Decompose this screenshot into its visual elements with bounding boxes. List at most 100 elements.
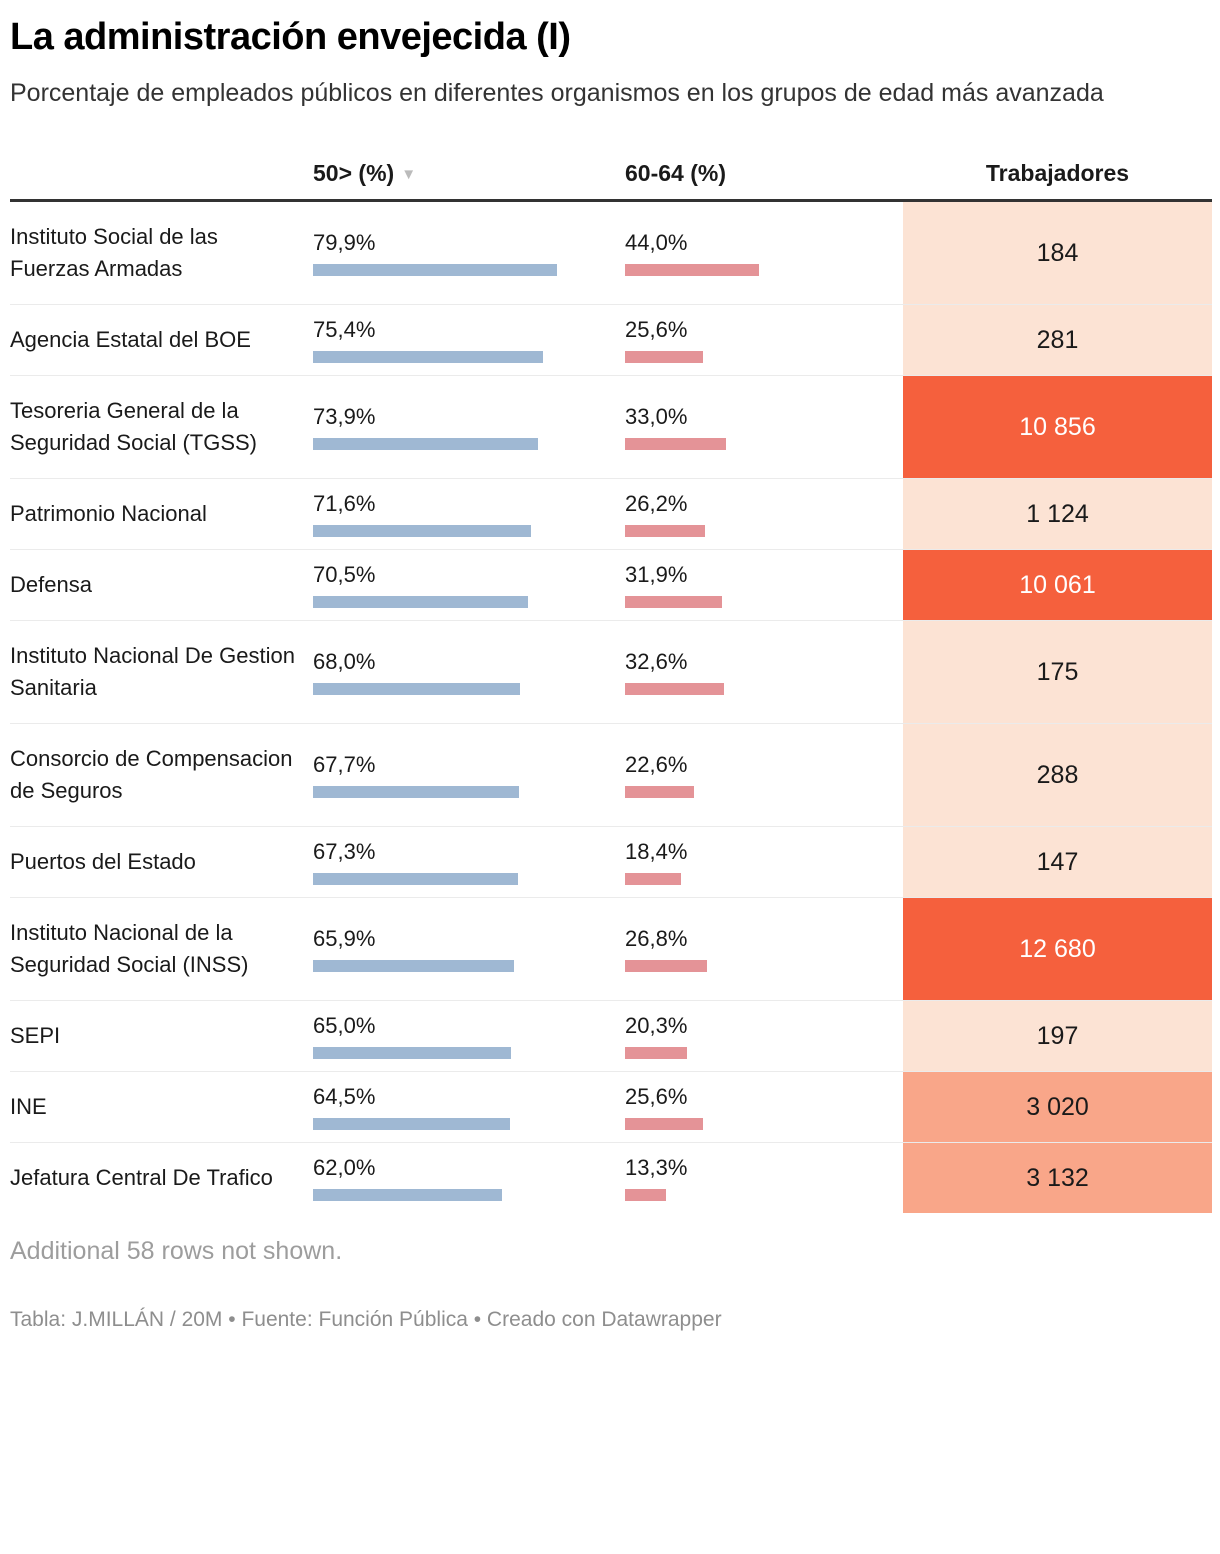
pct50-bar <box>313 438 538 450</box>
pct6064-bar-cell: 26,8% <box>625 914 903 984</box>
pct50-bar <box>313 1118 510 1130</box>
pct6064-bar-cell: 25,6% <box>625 305 903 375</box>
pct50-bar <box>313 351 543 363</box>
pct6064-value-label: 33,0% <box>625 404 688 429</box>
pct6064-value-label: 26,8% <box>625 926 688 951</box>
pct6064-value-label: 22,6% <box>625 752 688 777</box>
header-pct6064-sort[interactable]: 60-64 (%) <box>625 160 903 199</box>
pct50-bar-cell: 71,6% <box>313 479 625 549</box>
workers-heatmap-cell: 3 132 <box>903 1143 1212 1213</box>
pct6064-bar-cell: 33,0% <box>625 392 903 462</box>
pct6064-bar-cell: 31,9% <box>625 550 903 620</box>
page-title: La administración envejecida (I) <box>10 16 571 58</box>
table-body: Instituto Social de las Fuerzas Armadas 7… <box>10 202 1212 1213</box>
sort-desc-icon: ▼ <box>401 166 417 183</box>
pct50-bar-cell: 64,5% <box>313 1072 625 1142</box>
org-name: SEPI <box>10 1023 61 1048</box>
org-name: Consorcio de Compensacion de Seguros <box>10 746 293 803</box>
pct50-bar <box>313 873 518 885</box>
pct50-value-label: 75,4% <box>313 317 376 342</box>
pct50-value-label: 67,3% <box>313 839 376 864</box>
workers-heatmap-cell: 184 <box>903 202 1212 304</box>
pct50-bar-cell: 75,4% <box>313 305 625 375</box>
header-pct6064-label: 60-64 (%) <box>625 160 726 186</box>
pct6064-bar <box>625 960 707 972</box>
table-header-row: 50> (%) ▼ 60-64 (%) Trabajadores <box>10 160 1212 202</box>
data-table: 50> (%) ▼ 60-64 (%) Trabajadores Institut… <box>10 160 1212 1213</box>
pct50-bar <box>313 1189 502 1201</box>
pct6064-bar <box>625 351 703 363</box>
table-row: Instituto Nacional de la Seguridad Socia… <box>10 898 1212 1001</box>
pct6064-bar <box>625 786 694 798</box>
pct50-bar <box>313 525 531 537</box>
pct50-bar <box>313 596 528 608</box>
table-row: Patrimonio Nacional 71,6% 26,2% 1 124 <box>10 479 1212 550</box>
table-row: SEPI 65,0% 20,3% 197 <box>10 1001 1212 1072</box>
pct6064-bar <box>625 873 681 885</box>
org-name: Tesoreria General de la Seguridad Social… <box>10 398 257 455</box>
pct50-bar <box>313 1047 511 1059</box>
org-name: Instituto Nacional De Gestion Sanitaria <box>10 643 295 700</box>
page-subtitle: Porcentaje de empleados públicos en dife… <box>10 79 1104 107</box>
pct50-bar-cell: 68,0% <box>313 637 625 707</box>
pct6064-bar <box>625 1189 666 1201</box>
pct50-value-label: 65,9% <box>313 926 376 951</box>
workers-heatmap-cell: 12 680 <box>903 898 1212 1000</box>
pct50-value-label: 64,5% <box>313 1084 376 1109</box>
pct6064-value-label: 44,0% <box>625 230 688 255</box>
pct6064-value-label: 20,3% <box>625 1013 688 1038</box>
pct6064-bar <box>625 596 722 608</box>
pct6064-bar-cell: 26,2% <box>625 479 903 549</box>
pct50-bar <box>313 683 520 695</box>
pct50-bar-cell: 65,0% <box>313 1001 625 1071</box>
pct6064-bar <box>625 438 726 450</box>
workers-heatmap-cell: 147 <box>903 827 1212 897</box>
header-org-column <box>10 187 313 199</box>
org-name: Instituto Nacional de la Seguridad Socia… <box>10 920 249 977</box>
org-name: Patrimonio Nacional <box>10 501 207 526</box>
pct50-value-label: 79,9% <box>313 230 376 255</box>
table-row: Agencia Estatal del BOE 75,4% 25,6% 281 <box>10 305 1212 376</box>
pct50-bar-cell: 67,3% <box>313 827 625 897</box>
workers-heatmap-cell: 197 <box>903 1001 1212 1071</box>
pct6064-bar <box>625 264 759 276</box>
workers-heatmap-cell: 1 124 <box>903 479 1212 549</box>
additional-rows-note: Additional 58 rows not shown. <box>10 1237 343 1265</box>
pct50-bar-cell: 62,0% <box>313 1143 625 1213</box>
table-row: Puertos del Estado 67,3% 18,4% 147 <box>10 827 1212 898</box>
pct6064-value-label: 13,3% <box>625 1155 688 1180</box>
pct6064-bar-cell: 44,0% <box>625 218 903 288</box>
pct50-bar <box>313 264 557 276</box>
pct6064-bar-cell: 25,6% <box>625 1072 903 1142</box>
source-credit-line: Tabla: J.MILLÁN / 20M • Fuente: Función … <box>10 1308 722 1331</box>
pct50-value-label: 65,0% <box>313 1013 376 1038</box>
pct50-value-label: 70,5% <box>313 562 376 587</box>
table-row: Jefatura Central De Trafico 62,0% 13,3% 3 1… <box>10 1143 1212 1213</box>
pct50-value-label: 62,0% <box>313 1155 376 1180</box>
org-name: Puertos del Estado <box>10 849 196 874</box>
workers-heatmap-cell: 10 856 <box>903 376 1212 478</box>
pct50-bar-cell: 73,9% <box>313 392 625 462</box>
table-row: Defensa 70,5% 31,9% 10 061 <box>10 550 1212 621</box>
pct6064-bar <box>625 1118 703 1130</box>
table-row: Consorcio de Compensacion de Seguros 67,7… <box>10 724 1212 827</box>
workers-heatmap-cell: 3 020 <box>903 1072 1212 1142</box>
pct50-value-label: 71,6% <box>313 491 376 516</box>
header-workers-label: Trabajadores <box>985 160 1130 186</box>
header-pct50-label: 50> (%) <box>313 160 395 186</box>
pct50-value-label: 73,9% <box>313 404 376 429</box>
pct6064-bar <box>625 525 705 537</box>
pct6064-value-label: 25,6% <box>625 317 688 342</box>
pct6064-bar-cell: 13,3% <box>625 1143 903 1213</box>
header-pct50-sort[interactable]: 50> (%) ▼ <box>313 160 625 199</box>
pct6064-value-label: 26,2% <box>625 491 688 516</box>
pct6064-bar-cell: 20,3% <box>625 1001 903 1071</box>
workers-heatmap-cell: 175 <box>903 621 1212 723</box>
pct6064-value-label: 18,4% <box>625 839 688 864</box>
pct50-value-label: 67,7% <box>313 752 376 777</box>
pct50-bar <box>313 960 514 972</box>
org-name: INE <box>10 1094 47 1119</box>
header-workers-sort[interactable]: Trabajadores <box>903 160 1212 199</box>
pct6064-bar <box>625 1047 687 1059</box>
pct50-bar <box>313 786 519 798</box>
